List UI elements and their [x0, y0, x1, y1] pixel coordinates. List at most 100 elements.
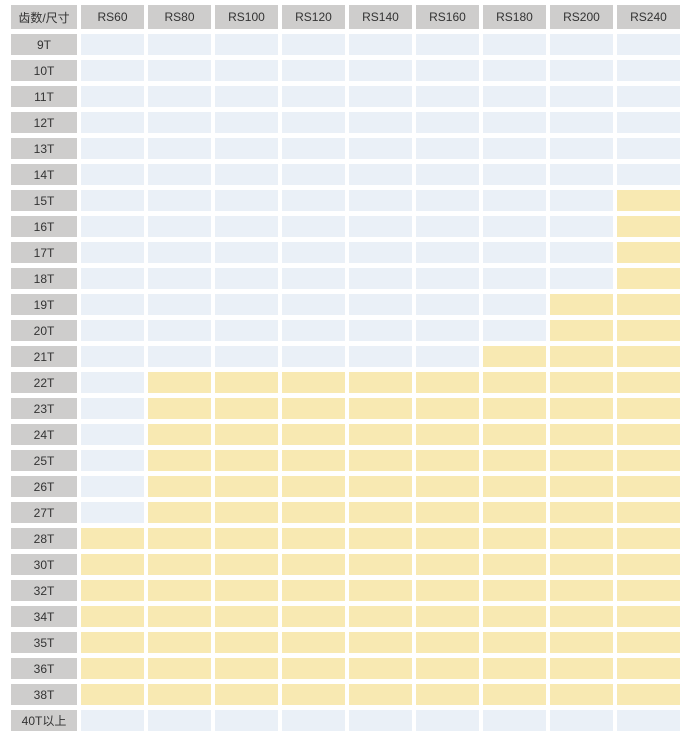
grid-cell-25t-rs240	[617, 450, 680, 471]
grid-cell-32t-rs200	[550, 580, 613, 601]
grid-cell-18t-rs80	[148, 268, 211, 289]
grid-cell-21t-rs240	[617, 346, 680, 367]
grid-cell-17t-rs240	[617, 242, 680, 263]
grid-cell-40t以上-rs240	[617, 710, 680, 731]
sprocket-compatibility-table: 齿数/尺寸 RS60 RS80 RS100 RS120 RS140 RS160 RS180 R…	[7, 0, 684, 736]
grid-cell-40t以上-rs60	[81, 710, 144, 731]
grid-cell-18t-rs180	[483, 268, 546, 289]
grid-cell-12t-rs60	[81, 112, 144, 133]
grid-cell-20t-rs140	[349, 320, 412, 341]
row-header-16t: 16T	[11, 216, 77, 237]
grid-cell-14t-rs240	[617, 164, 680, 185]
grid-cell-27t-rs60	[81, 502, 144, 523]
grid-cell-10t-rs240	[617, 60, 680, 81]
grid-cell-25t-rs120	[282, 450, 345, 471]
grid-cell-27t-rs120	[282, 502, 345, 523]
table-row: 38T	[11, 684, 680, 705]
column-header-rs240: RS240	[617, 5, 680, 29]
grid-cell-32t-rs240	[617, 580, 680, 601]
grid-cell-35t-rs80	[148, 632, 211, 653]
table-row: 16T	[11, 216, 680, 237]
grid-cell-34t-rs140	[349, 606, 412, 627]
row-header-20t: 20T	[11, 320, 77, 341]
grid-cell-22t-rs60	[81, 372, 144, 393]
grid-cell-17t-rs120	[282, 242, 345, 263]
grid-cell-11t-rs140	[349, 86, 412, 107]
grid-cell-12t-rs240	[617, 112, 680, 133]
grid-cell-17t-rs60	[81, 242, 144, 263]
grid-cell-16t-rs140	[349, 216, 412, 237]
grid-cell-11t-rs180	[483, 86, 546, 107]
grid-cell-36t-rs140	[349, 658, 412, 679]
grid-cell-22t-rs200	[550, 372, 613, 393]
grid-cell-22t-rs80	[148, 372, 211, 393]
grid-cell-28t-rs80	[148, 528, 211, 549]
grid-cell-30t-rs120	[282, 554, 345, 575]
grid-cell-36t-rs180	[483, 658, 546, 679]
grid-cell-32t-rs180	[483, 580, 546, 601]
grid-cell-12t-rs80	[148, 112, 211, 133]
grid-cell-26t-rs200	[550, 476, 613, 497]
grid-cell-15t-rs60	[81, 190, 144, 211]
grid-cell-9t-rs240	[617, 34, 680, 55]
column-header-rs100: RS100	[215, 5, 278, 29]
grid-cell-25t-rs160	[416, 450, 479, 471]
table-row: 30T	[11, 554, 680, 575]
grid-cell-36t-rs80	[148, 658, 211, 679]
grid-cell-28t-rs180	[483, 528, 546, 549]
grid-cell-40t以上-rs120	[282, 710, 345, 731]
grid-cell-32t-rs100	[215, 580, 278, 601]
grid-cell-17t-rs160	[416, 242, 479, 263]
grid-cell-30t-rs140	[349, 554, 412, 575]
row-header-14t: 14T	[11, 164, 77, 185]
grid-cell-13t-rs140	[349, 138, 412, 159]
grid-cell-19t-rs60	[81, 294, 144, 315]
table-row: 15T	[11, 190, 680, 211]
grid-cell-40t以上-rs200	[550, 710, 613, 731]
grid-cell-36t-rs200	[550, 658, 613, 679]
grid-cell-11t-rs240	[617, 86, 680, 107]
grid-cell-35t-rs100	[215, 632, 278, 653]
grid-cell-11t-rs80	[148, 86, 211, 107]
grid-cell-9t-rs180	[483, 34, 546, 55]
row-header-28t: 28T	[11, 528, 77, 549]
grid-cell-30t-rs240	[617, 554, 680, 575]
grid-cell-12t-rs160	[416, 112, 479, 133]
grid-cell-16t-rs100	[215, 216, 278, 237]
table-row: 23T	[11, 398, 680, 419]
grid-cell-32t-rs60	[81, 580, 144, 601]
grid-cell-26t-rs140	[349, 476, 412, 497]
grid-cell-36t-rs60	[81, 658, 144, 679]
grid-cell-16t-rs120	[282, 216, 345, 237]
grid-cell-25t-rs60	[81, 450, 144, 471]
grid-cell-38t-rs60	[81, 684, 144, 705]
grid-cell-28t-rs100	[215, 528, 278, 549]
grid-cell-24t-rs240	[617, 424, 680, 445]
grid-cell-36t-rs160	[416, 658, 479, 679]
table-row: 20T	[11, 320, 680, 341]
grid-cell-13t-rs200	[550, 138, 613, 159]
grid-cell-35t-rs140	[349, 632, 412, 653]
grid-cell-14t-rs160	[416, 164, 479, 185]
grid-cell-26t-rs80	[148, 476, 211, 497]
grid-cell-28t-rs120	[282, 528, 345, 549]
grid-cell-27t-rs160	[416, 502, 479, 523]
row-header-24t: 24T	[11, 424, 77, 445]
table-row: 13T	[11, 138, 680, 159]
grid-cell-12t-rs100	[215, 112, 278, 133]
table-body: 9T 10T 11T 12T 13T 14T 15T 16T 17T 18T 19T 20T 21T 22…	[11, 34, 680, 731]
grid-cell-15t-rs80	[148, 190, 211, 211]
grid-cell-27t-rs80	[148, 502, 211, 523]
grid-cell-23t-rs240	[617, 398, 680, 419]
grid-cell-19t-rs140	[349, 294, 412, 315]
grid-cell-17t-rs200	[550, 242, 613, 263]
grid-cell-21t-rs200	[550, 346, 613, 367]
grid-cell-28t-rs60	[81, 528, 144, 549]
grid-cell-12t-rs180	[483, 112, 546, 133]
table-row: 21T	[11, 346, 680, 367]
grid-cell-19t-rs240	[617, 294, 680, 315]
grid-cell-30t-rs80	[148, 554, 211, 575]
row-header-11t: 11T	[11, 86, 77, 107]
grid-cell-23t-rs140	[349, 398, 412, 419]
row-header-26t: 26T	[11, 476, 77, 497]
